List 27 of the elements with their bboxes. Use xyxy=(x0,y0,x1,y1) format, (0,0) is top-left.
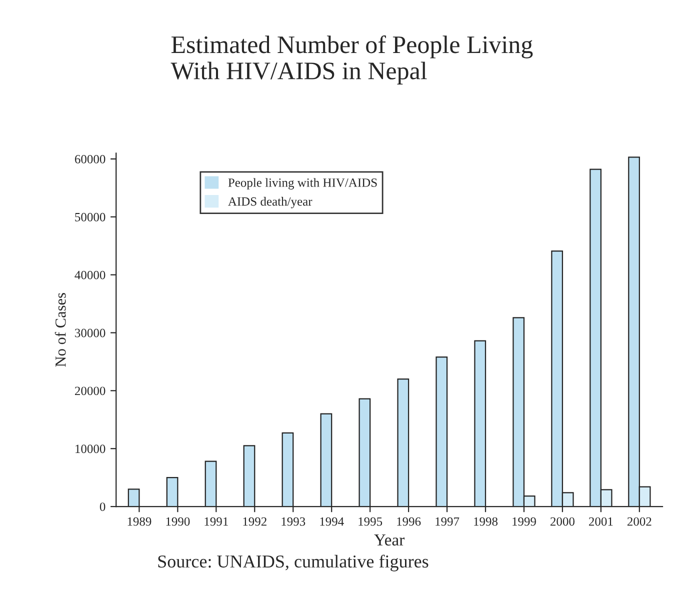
x-tick-label: 1991 xyxy=(204,517,228,526)
x-tick-label: 1992 xyxy=(243,517,266,526)
x-tick-label: 1996 xyxy=(397,517,421,526)
source-note: Source: UNAIDS, cumulative figures xyxy=(158,554,428,572)
chart-title: Estimated Number of People Living With HIV/AIDS in Nepal xyxy=(170,35,533,84)
x-tick-label: 1989 xyxy=(128,517,152,526)
y-tick-label: 60000 xyxy=(74,154,106,164)
x-tick-label: 2000 xyxy=(550,517,574,526)
y-tick-label: 20000 xyxy=(74,386,106,396)
x-tick-label: 1993 xyxy=(282,517,306,526)
x-tick-label: 1990 xyxy=(166,517,190,526)
y-tick-label: 40000 xyxy=(74,270,106,280)
x-tick-label: 2001 xyxy=(588,517,613,526)
y-tick-label: 10000 xyxy=(76,444,106,454)
x-tick-label: 1994 xyxy=(320,517,344,526)
x-tick-label: 1997 xyxy=(436,517,460,526)
y-axis-title: No of Cases xyxy=(54,293,66,367)
x-tick-label: 2002 xyxy=(627,517,652,526)
legend-label: AIDS death/year xyxy=(228,196,312,208)
x-tick-label: 1998 xyxy=(474,517,498,526)
y-tick-label: 0 xyxy=(100,502,106,511)
legend-label: People living with HIV/AIDS xyxy=(228,178,377,190)
x-tick-label: 1999 xyxy=(512,517,536,526)
x-axis-title: Year xyxy=(374,534,405,546)
y-tick-label: 30000 xyxy=(75,328,106,338)
y-tick-label: 50000 xyxy=(75,212,106,222)
x-tick-label: 1995 xyxy=(358,517,382,526)
